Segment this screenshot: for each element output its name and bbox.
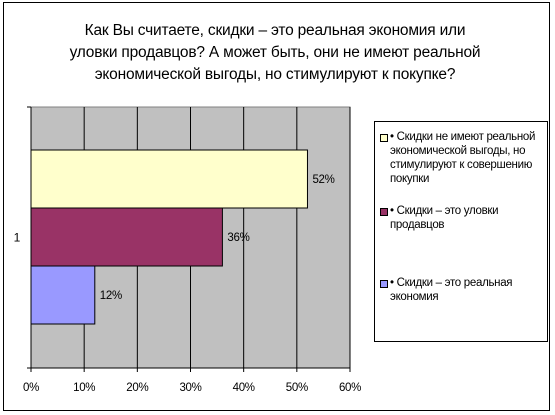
x-tick-label: 40% — [233, 382, 255, 394]
legend-item: • Скидки не имеют реальной экономической… — [380, 130, 546, 186]
x-tick-label: 0% — [23, 382, 39, 394]
legend-item: • Скидки – это реальная экономия — [380, 276, 546, 304]
legend-label: • Скидки – это уловки продавцов — [390, 205, 499, 231]
x-tick-label: 60% — [339, 382, 361, 394]
chart-title-line: экономической выгоды, но стимулируют к п… — [94, 66, 456, 83]
chart-title-line: Как Вы считаете, скидки – это реальная э… — [84, 22, 466, 39]
data-label: 52% — [312, 174, 334, 186]
bar — [30, 149, 308, 209]
y-tick-label: 1 — [14, 231, 21, 245]
legend-swatch — [380, 280, 388, 288]
legend-swatch — [380, 208, 388, 216]
chart-title: Как Вы считаете, скидки – это реальная э… — [40, 20, 510, 86]
data-label: 36% — [227, 232, 249, 244]
x-tick-label: 30% — [179, 382, 201, 394]
legend-label: • Скидки не имеют реальной экономической… — [390, 131, 536, 185]
chart-title-line: уловки продавцов? А может быть, они не и… — [69, 44, 481, 61]
x-tick-label: 50% — [286, 382, 308, 394]
legend: • Скидки не имеют реальной экономической… — [374, 121, 548, 342]
legend-label: • Скидки – это реальная экономия — [390, 277, 513, 303]
axes: 10% 10% 20% 30% 40% 50% 60% — [14, 106, 361, 394]
x-tick-label: 20% — [126, 382, 148, 394]
bar — [30, 265, 96, 325]
legend-item: • Скидки – это уловки продавцов — [380, 204, 546, 232]
legend-swatch — [380, 134, 388, 142]
data-labels: 52% 36% 12% — [100, 174, 335, 302]
x-tick-label: 10% — [73, 382, 95, 394]
bar — [30, 207, 223, 267]
data-label: 12% — [100, 290, 122, 302]
